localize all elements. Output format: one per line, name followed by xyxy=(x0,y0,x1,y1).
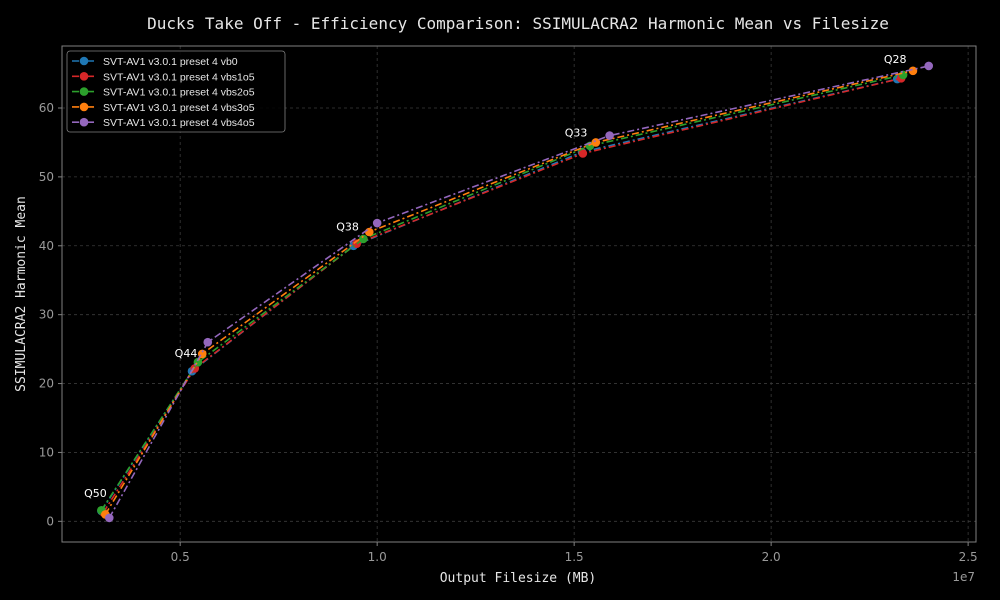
chart-title: Ducks Take Off - Efficiency Comparison: … xyxy=(147,14,889,33)
series-layer xyxy=(97,61,934,523)
legend-item: SVT-AV1 v3.0.1 preset 4 vbs2o5 xyxy=(72,87,255,99)
data-point xyxy=(605,131,614,140)
point-label: Q50 xyxy=(84,487,107,500)
legend-label: SVT-AV1 v3.0.1 preset 4 vbs2o5 xyxy=(103,87,255,99)
x-axis-label: Output Filesize (MB) xyxy=(440,571,597,586)
plot-frame xyxy=(61,45,977,543)
data-point xyxy=(359,234,368,244)
legend-swatch-marker xyxy=(79,102,89,112)
y-tick-label: 30 xyxy=(39,308,54,322)
x-tick-label: 0.5 xyxy=(171,550,190,564)
data-point xyxy=(372,218,382,228)
legend-swatch-marker xyxy=(79,117,89,127)
point-label: Q28 xyxy=(884,53,907,66)
y-tick-label: 10 xyxy=(39,445,54,459)
x-tick-label: 2.5 xyxy=(959,550,978,564)
legend-label: SVT-AV1 v3.0.1 preset 4 vbs1o5 xyxy=(103,71,255,83)
x-tick-label: 1.5 xyxy=(565,550,584,564)
y-tick-label: 50 xyxy=(39,170,54,184)
legend-label: SVT-AV1 v3.0.1 preset 4 vbs3o5 xyxy=(103,102,255,114)
legend-item: SVT-AV1 v3.0.1 preset 4 vbs3o5 xyxy=(72,102,255,114)
series-4 xyxy=(101,66,918,519)
point-label: Q38 xyxy=(336,220,359,233)
legend-item: SVT-AV1 v3.0.1 preset 4 vbs4o5 xyxy=(72,117,255,129)
data-point xyxy=(591,138,601,147)
legend-item: SVT-AV1 v3.0.1 preset 4 vb0 xyxy=(72,56,238,68)
x-tick-label: 2.0 xyxy=(762,550,781,564)
data-point xyxy=(364,227,374,237)
y-tick-label: 0 xyxy=(46,514,54,528)
legend-label: SVT-AV1 v3.0.1 preset 4 vb0 xyxy=(103,56,238,68)
series-line xyxy=(100,74,904,511)
data-point xyxy=(104,513,114,523)
x-axis-offset-label: 1e7 xyxy=(952,570,975,584)
legend-swatch-marker xyxy=(79,56,89,66)
legend-label: SVT-AV1 v3.0.1 preset 4 vbs4o5 xyxy=(103,117,255,129)
point-label: Q44 xyxy=(175,347,198,360)
legend-swatch-marker xyxy=(79,87,89,96)
data-point xyxy=(203,337,213,347)
x-tick-label: 1.0 xyxy=(368,550,387,564)
legend-item: SVT-AV1 v3.0.1 preset 4 vbs1o5 xyxy=(72,71,255,83)
data-point xyxy=(578,149,588,158)
axis-ticks: 0.5 1.0 1.5 2.0 2.5 0 10 20 30 40 50 60 xyxy=(39,101,978,564)
y-axis-label: SSIMULACRA2 Harmonic Mean xyxy=(14,196,29,392)
data-point xyxy=(908,66,918,76)
point-label: Q33 xyxy=(565,127,588,140)
legend-swatch-marker xyxy=(79,72,89,81)
data-point xyxy=(924,61,934,71)
y-tick-label: 20 xyxy=(39,377,54,391)
y-tick-label: 60 xyxy=(39,101,54,115)
legend-frame xyxy=(66,50,286,133)
y-tick-label: 40 xyxy=(39,239,54,253)
series-5 xyxy=(104,61,934,523)
point-labels: Q50 Q44 Q38 Q33 Q28 xyxy=(84,53,906,500)
legend: SVT-AV1 v3.0.1 preset 4 vb0 SVT-AV1 v3.0.… xyxy=(66,50,286,133)
